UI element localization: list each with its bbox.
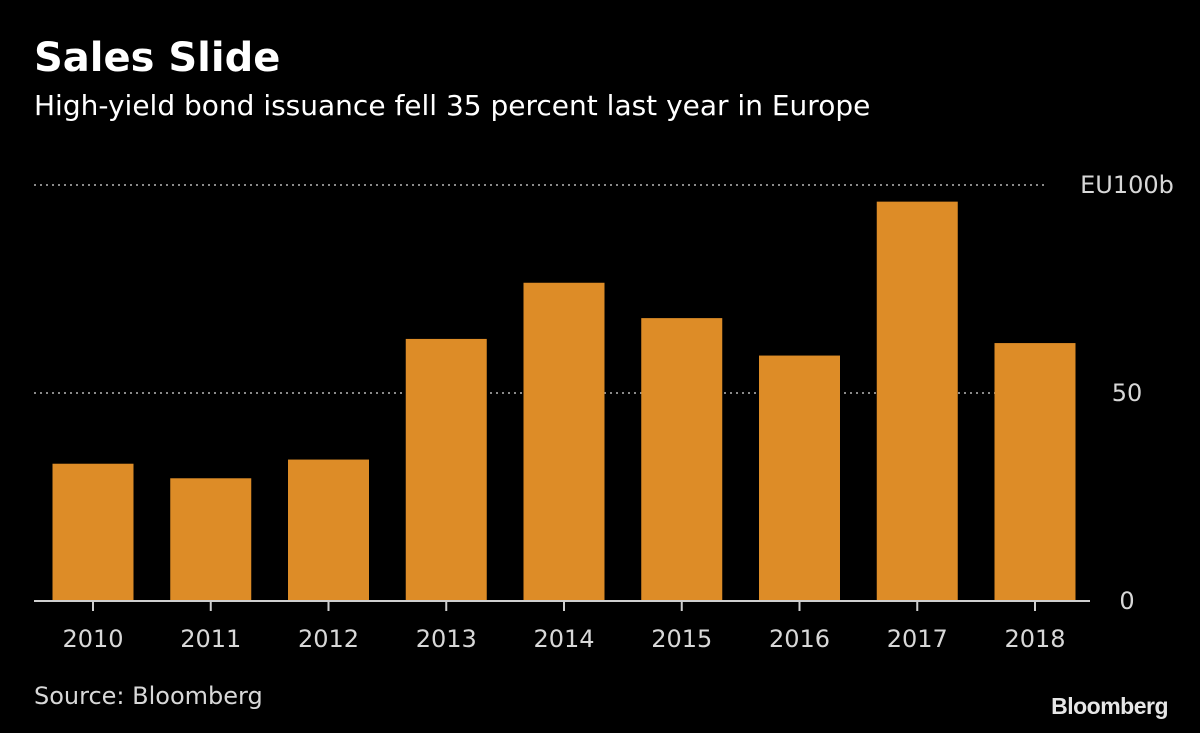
- y-tick-label: 50: [1112, 379, 1143, 407]
- x-tick-label: 2010: [62, 625, 123, 653]
- bar-2015: [641, 318, 723, 601]
- bar-2013: [405, 338, 487, 601]
- x-tick-label: 2017: [887, 625, 948, 653]
- x-tick-label: 2015: [651, 625, 712, 653]
- y-tick-label: 0: [1119, 587, 1134, 615]
- x-tick-label: 2013: [416, 625, 477, 653]
- x-tick-label: 2016: [769, 625, 830, 653]
- x-tick-labels: 2010 2011 2012 2013 2014 2015 2016 2017 2018: [62, 625, 1065, 653]
- bar-2014: [523, 282, 605, 601]
- bar-2010: [52, 463, 134, 601]
- chart-subtitle: High-yield bond issuance fell 35 percent…: [34, 89, 871, 122]
- y-tick-label: EU100b: [1080, 171, 1174, 199]
- bars: [52, 201, 1076, 601]
- x-tick-label: 2012: [298, 625, 359, 653]
- x-tick-label: 2018: [1004, 625, 1065, 653]
- y-tick-labels: 0 50 EU100b: [1080, 171, 1174, 615]
- x-tick-label: 2011: [180, 625, 241, 653]
- source-note: Source: Bloomberg: [34, 682, 263, 710]
- bar-2018: [994, 343, 1076, 601]
- bar-2012: [288, 459, 369, 601]
- x-tick-label: 2014: [533, 625, 594, 653]
- chart-title: Sales Slide: [34, 35, 281, 81]
- bar-2016: [759, 355, 840, 601]
- bar-2017: [876, 201, 958, 601]
- bloomberg-logo: Bloomberg: [1051, 693, 1168, 719]
- x-axis: [34, 600, 1090, 611]
- bar-2011: [170, 478, 252, 601]
